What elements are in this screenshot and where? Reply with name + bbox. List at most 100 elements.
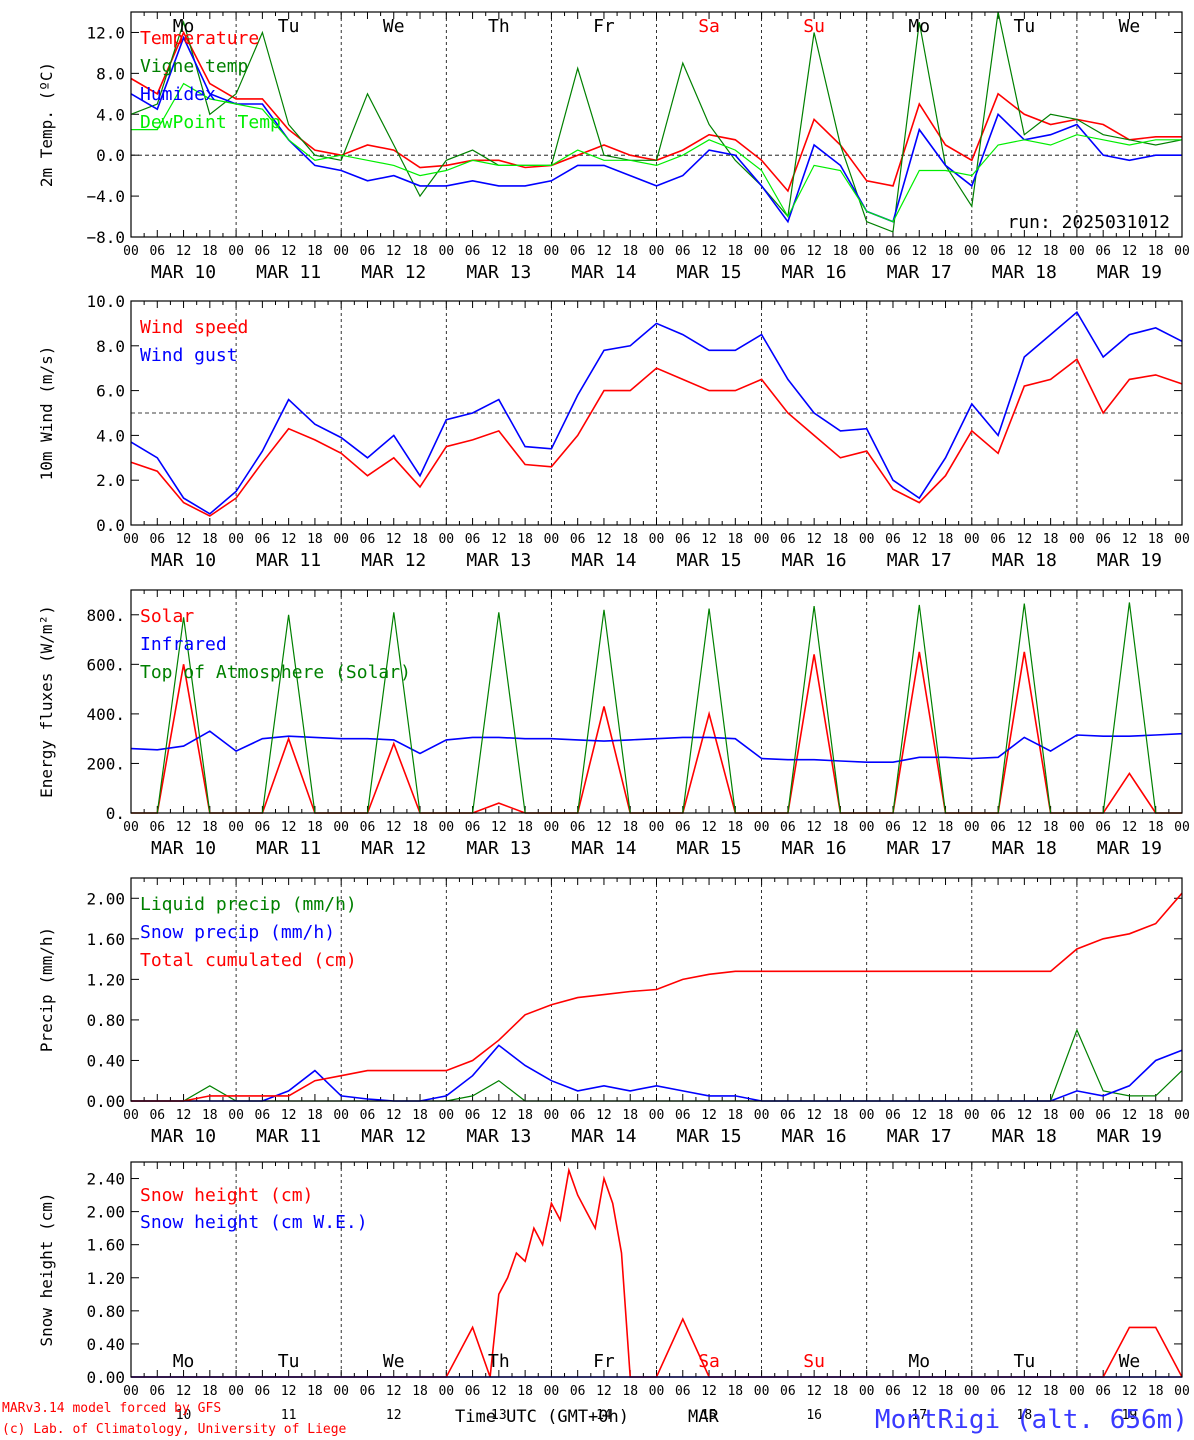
- hour-label: 00: [754, 532, 770, 547]
- hour-label: 18: [833, 244, 849, 259]
- hour-label: 18: [833, 820, 849, 835]
- hour-label: 06: [675, 532, 691, 547]
- date-label: MAR 16: [782, 550, 847, 571]
- hour-label: 06: [780, 1384, 796, 1399]
- hour-label: 00: [438, 532, 454, 547]
- legend-entry: Humidex: [140, 84, 216, 105]
- date-label: MAR 10: [151, 550, 216, 571]
- hour-label: 12: [176, 820, 192, 835]
- hour-label: 00: [964, 532, 980, 547]
- hour-label: 18: [517, 532, 533, 547]
- hour-label: 06: [1095, 820, 1111, 835]
- hour-label: 18: [202, 820, 218, 835]
- hour-label: 18: [1148, 820, 1164, 835]
- hour-label: 18: [307, 820, 323, 835]
- date-label: MAR 19: [1097, 550, 1162, 571]
- day-number-label: 17: [911, 1408, 927, 1423]
- hour-label: 00: [544, 532, 560, 547]
- day-number-label: 10: [176, 1408, 192, 1423]
- hour-label: 12: [701, 244, 717, 259]
- hour-label: 00: [1069, 1384, 1085, 1399]
- date-label: MAR 12: [361, 262, 426, 283]
- hour-label: 00: [228, 244, 244, 259]
- hour-label: 18: [412, 820, 428, 835]
- hour-label: 12: [386, 532, 402, 547]
- hour-label: 12: [1122, 1108, 1138, 1123]
- hour-label: 06: [990, 820, 1006, 835]
- weekday-label: Fr: [593, 1351, 615, 1372]
- panel-4: 2.00 1.60 1.20 0.80 0.40 0.00 Precip (mm/h) Liq…: [37, 877, 1190, 1147]
- hour-label: 06: [780, 244, 796, 259]
- date-label: MAR 11: [256, 262, 321, 283]
- date-label: MAR 14: [571, 262, 636, 283]
- hour-label: 12: [386, 1384, 402, 1399]
- hour-label: 06: [675, 244, 691, 259]
- y-tick-label: 2.00: [86, 889, 125, 908]
- hour-label: 06: [360, 1384, 376, 1399]
- weekday-label: Fr: [593, 16, 615, 37]
- hour-label: 18: [622, 532, 638, 547]
- weekday-label: Tu: [1014, 16, 1036, 37]
- run-annotation: run: 2025031012: [1007, 212, 1170, 233]
- hour-label: 06: [675, 1108, 691, 1123]
- legend-entry: Vigne temp: [140, 56, 248, 77]
- hour-label: 12: [596, 532, 612, 547]
- hour-label: 00: [123, 1384, 139, 1399]
- hour-label: 12: [1017, 1108, 1033, 1123]
- hour-label: 00: [438, 1384, 454, 1399]
- y-tick-label: 0.00: [86, 1368, 125, 1387]
- hour-label: 18: [938, 244, 954, 259]
- weekday-label: Th: [488, 16, 510, 37]
- hour-label: 06: [885, 532, 901, 547]
- plot-frame: [130, 300, 1183, 526]
- weekday-label: Su: [803, 16, 825, 37]
- hour-label: 12: [701, 532, 717, 547]
- hour-label: 18: [622, 244, 638, 259]
- y-tick-label: 0.0: [96, 146, 125, 165]
- panel-1: 12.0 8.0 4.0 0.0 −4.0 −8.0 2m Temp. (ºC) Temper…: [37, 11, 1190, 283]
- hour-label: 12: [491, 532, 507, 547]
- hour-label: 12: [911, 1384, 927, 1399]
- hour-label: 12: [176, 1384, 192, 1399]
- day-number-label: 15: [701, 1408, 717, 1423]
- date-label: MAR 17: [887, 1126, 952, 1147]
- hour-label: 06: [570, 244, 586, 259]
- date-label: MAR 12: [361, 550, 426, 571]
- legend-entry: Wind speed: [140, 317, 248, 338]
- hour-label: 12: [806, 1384, 822, 1399]
- hour-label: 00: [438, 820, 454, 835]
- legend-entry: Snow precip (mm/h): [140, 922, 335, 943]
- hour-label: 06: [465, 1384, 481, 1399]
- hour-label: 06: [465, 244, 481, 259]
- y-tick-label: 1.60: [86, 1236, 125, 1255]
- hour-label: 12: [596, 244, 612, 259]
- hour-label: 00: [123, 532, 139, 547]
- legend-entry: Snow height (cm W.E.): [140, 1212, 368, 1233]
- hour-label: 12: [176, 244, 192, 259]
- hour-label: 06: [570, 532, 586, 547]
- hour-label: 06: [885, 244, 901, 259]
- legend-entry: Snow height (cm): [140, 1185, 313, 1206]
- legend-entry: Solar: [140, 606, 194, 627]
- y-tick-label: 12.0: [86, 23, 125, 42]
- hour-label: 00: [859, 244, 875, 259]
- hour-label: 18: [517, 1384, 533, 1399]
- hour-label: 18: [202, 244, 218, 259]
- legend-entry: Total cumulated (cm): [140, 950, 357, 971]
- plot-frame: [130, 589, 1183, 814]
- hour-label: 00: [649, 244, 665, 259]
- hour-label: 12: [386, 244, 402, 259]
- date-label: MAR 15: [677, 262, 742, 283]
- day-number-label: 13: [491, 1408, 507, 1423]
- hour-label: 00: [649, 1384, 665, 1399]
- hour-label: 06: [465, 1108, 481, 1123]
- hour-label: 00: [754, 820, 770, 835]
- hour-label: 06: [149, 820, 165, 835]
- weekday-label: We: [383, 16, 405, 37]
- date-label: MAR 15: [677, 1126, 742, 1147]
- hour-label: 00: [859, 820, 875, 835]
- weekday-label: Sa: [698, 1351, 720, 1372]
- hour-label: 00: [228, 532, 244, 547]
- hour-label: 00: [438, 244, 454, 259]
- day-number-label: 18: [1017, 1408, 1033, 1423]
